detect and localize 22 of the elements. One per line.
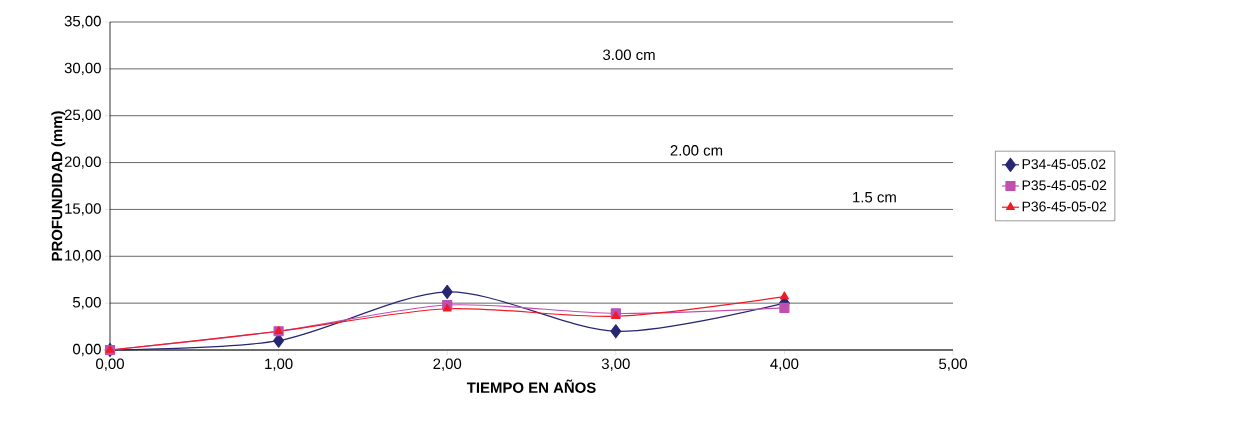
y-tick-label: 5,00 <box>72 296 101 310</box>
x-tick-label: 2,00 <box>433 358 462 371</box>
x-tick-label: 3,00 <box>601 358 630 371</box>
y-tick-label: 15,00 <box>65 203 101 216</box>
annotation: 2.00 cm <box>670 145 723 156</box>
x-tick-label: 1,00 <box>265 358 293 371</box>
legend-label: P36-45-05-02 <box>1022 201 1107 212</box>
annotation: 3.00 cm <box>603 49 655 61</box>
x-tick-label: 0,00 <box>96 358 124 371</box>
y-tick-label: 25,00 <box>64 109 101 122</box>
y-axis-title: PROFUNDIDAD (mm) <box>51 111 66 261</box>
x-axis-title: TIEMPO EN AÑOS <box>466 379 596 393</box>
y-tick-label: 35,00 <box>64 15 101 29</box>
y-tick-label: 30,00 <box>64 62 101 76</box>
y-tick-label: 0,00 <box>72 343 101 357</box>
legend-label: P35-45-05-02 <box>1022 180 1107 191</box>
x-tick-label: 4,00 <box>770 358 799 371</box>
y-tick-label: 20,00 <box>64 156 101 169</box>
y-tick-label: 10,00 <box>65 250 101 263</box>
annotation: 1.5 cm <box>853 192 896 203</box>
x-tick-label: 5,00 <box>939 358 967 371</box>
legend-label: P34-45-05.02 <box>1022 159 1106 170</box>
